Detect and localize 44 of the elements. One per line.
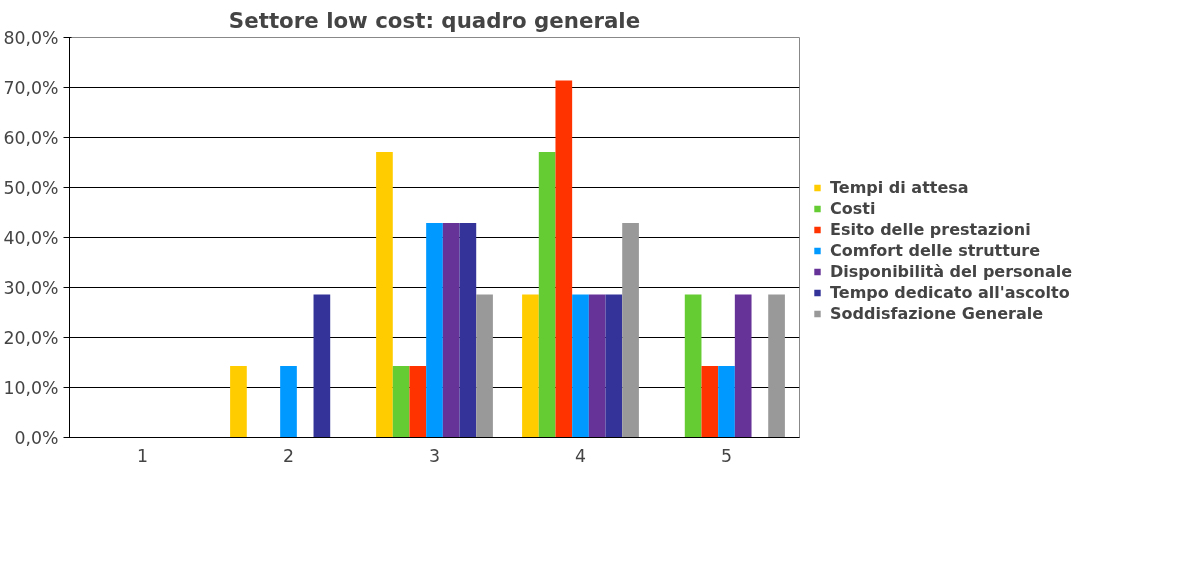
y-tick-label: 0,0% (14, 427, 59, 448)
x-tick-label: 2 (282, 445, 295, 466)
y-tick-label: 20,0% (3, 327, 59, 348)
legend-label: Costi (830, 198, 876, 218)
bar (522, 294, 539, 438)
y-tick-label: 60,0% (3, 127, 59, 148)
x-tick-label: 5 (720, 445, 733, 466)
bar (701, 366, 719, 438)
legend-label: Tempo dedicato all'ascolto (830, 282, 1070, 302)
x-tick-label: 3 (428, 445, 441, 466)
y-tick-label: 40,0% (3, 227, 59, 248)
y-tick-label: 30,0% (3, 277, 59, 298)
bar (588, 294, 606, 438)
bar (280, 366, 297, 438)
bar (230, 366, 247, 438)
y-tick-label: 50,0% (3, 177, 59, 198)
bar (605, 294, 623, 438)
legend-label: Soddisfazione Generale (830, 303, 1044, 323)
legend-label: Comfort delle strutture (830, 240, 1041, 260)
legend-label: Disponibilità del personale (830, 261, 1073, 281)
bar (622, 223, 639, 438)
legend-label: Esito delle prestazioni (830, 219, 1031, 239)
bar (459, 223, 477, 438)
bar (442, 223, 460, 438)
bar (555, 80, 573, 438)
bar (572, 294, 589, 438)
bar (376, 152, 393, 438)
y-tick-label: 70,0% (3, 77, 59, 98)
x-tick-label: 4 (574, 445, 587, 466)
legend-label: Tempi di attesa (830, 177, 969, 197)
x-tick-label: 1 (136, 445, 149, 466)
bar (313, 294, 331, 438)
bar (409, 366, 427, 438)
bar (718, 366, 735, 438)
y-tick-label: 80,0% (3, 27, 59, 48)
bar (734, 294, 752, 438)
bar (426, 223, 443, 438)
bar (476, 294, 493, 438)
chart-title: Settore low cost: quadro generale (228, 7, 641, 33)
bar (768, 294, 785, 438)
bar (538, 152, 556, 438)
bar (684, 294, 702, 438)
y-tick-label: 10,0% (3, 377, 59, 398)
bar (392, 366, 410, 438)
